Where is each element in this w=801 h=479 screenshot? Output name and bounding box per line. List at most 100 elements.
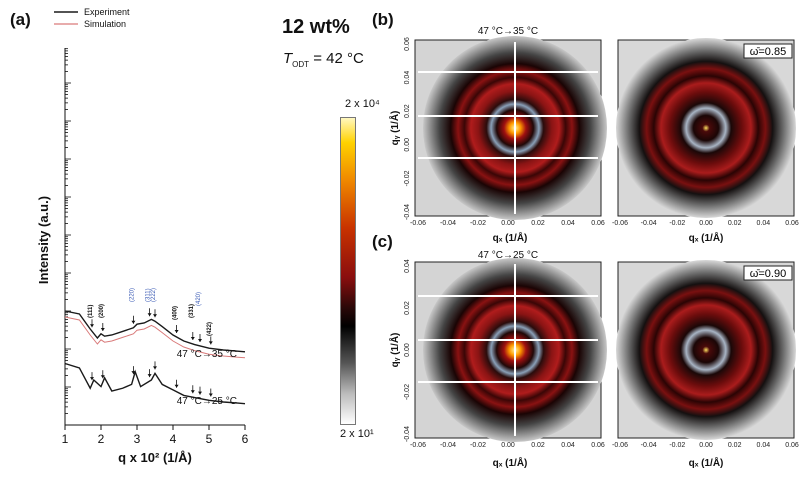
heatmap-x-tick: 0.02	[728, 442, 742, 449]
peak-label: (311)	[146, 288, 152, 302]
heatmap-x-tick: 0.02	[531, 442, 545, 449]
c-condition: 47 °C→25 °C	[478, 250, 538, 261]
heatmap-x-tick: 0.00	[501, 442, 515, 449]
b-sim-label: ω̄=0.85	[750, 46, 786, 58]
panel-c-tag: (c)	[372, 232, 393, 251]
heatmap-x-tick: 0.06	[591, 220, 605, 227]
peak-arrowhead	[190, 390, 195, 394]
heatmap-y-tick: 0.02	[404, 104, 411, 118]
b-condition: 47 °C→35 °C	[478, 26, 538, 37]
heatmap-x-tick: 0.06	[785, 442, 799, 449]
heatmap-x-tick: 0.02	[531, 220, 545, 227]
c-exp-cutlines	[418, 264, 598, 436]
peak-label: (222)	[151, 288, 157, 302]
c-sim-label: ω̄=0.90	[750, 268, 786, 280]
peak-label: (400)	[173, 306, 179, 320]
tcot-value: = 42 °C	[313, 50, 364, 67]
heatmap-y-tick: 0.04	[404, 71, 411, 85]
heatmap-x-tick: 0.06	[591, 442, 605, 449]
heatmap-x-tick: 0.04	[561, 220, 575, 227]
heatmap-y-tick: -0.04	[404, 426, 411, 442]
peak-arrowhead	[198, 338, 202, 342]
legend-simulation-label: Simulation	[84, 19, 126, 29]
peak-arrowhead	[198, 391, 202, 395]
b-exp-cutlines	[418, 42, 598, 214]
heatmap-x-tick: 0.04	[757, 220, 771, 227]
experiment-curve	[64, 310, 246, 353]
x-axis-label: q x 10² (1/Å)	[118, 450, 192, 465]
heatmap-x-tick: -0.06	[612, 442, 628, 449]
peak-arrowhead	[147, 374, 152, 378]
heatmap-x-tick: -0.04	[641, 220, 657, 227]
c-sim-xlabel: qₓ (1/Å)	[689, 456, 724, 469]
peak-arrowhead	[174, 384, 179, 388]
c-sim-label-box	[743, 265, 793, 281]
heatmap-y-tick: -0.04	[404, 204, 411, 220]
heatmap-x-tick: 0.04	[757, 442, 771, 449]
peak-label: (200)	[99, 304, 105, 318]
peak-label: (422)	[207, 322, 213, 336]
simulation-curve	[64, 316, 246, 359]
x-tick-label: 5	[206, 432, 213, 446]
peak-labels: (111) (200) (220) (311) (222) (400) (331)(420)…	[88, 288, 213, 336]
y-axis-label: Intensity (a.u.)	[36, 196, 51, 284]
tcot-subscript: ODT	[292, 60, 310, 69]
heatmap-y-tick: -0.02	[404, 170, 411, 186]
heatmap-x-tick: -0.04	[440, 442, 456, 449]
curve-top-condition: 47 °C→35 °C	[177, 349, 237, 360]
c-exp-xlabel: qₓ (1/Å)	[493, 456, 528, 469]
heatmap-x-tick: -0.02	[669, 220, 685, 227]
peak-label: (111)	[88, 305, 94, 318]
peak-arrowhead	[90, 377, 94, 381]
heatmap-y-tick: 0.06	[404, 37, 411, 51]
peak-arrowhead	[174, 330, 179, 333]
heatmap-x-tick: -0.06	[410, 442, 426, 449]
panel-b-tag: (b)	[372, 10, 394, 29]
curves	[64, 308, 246, 405]
concentration-title: 12 wt%	[282, 16, 350, 38]
b-sim-xlabel: qₓ (1/Å)	[689, 231, 724, 244]
experiment-curve	[64, 362, 246, 405]
heatmap-x-tick: 0.00	[699, 442, 713, 449]
peak-arrowhead	[153, 366, 157, 370]
heatmap-x-tick: 0.00	[699, 220, 713, 227]
tcot-symbol: T	[283, 50, 293, 67]
heatmap-x-tick: -0.04	[440, 220, 456, 227]
heatmap-y-tick: -0.02	[404, 384, 411, 400]
peak-arrowhead	[147, 313, 152, 317]
heatmap-y-tick: 0.00	[404, 343, 411, 357]
peak-arrowhead	[208, 393, 213, 397]
heatmap-tick-labels: -0.06 -0.04 -0.02 0.00 0.02 0.04 0.060.060.040…	[404, 37, 799, 449]
x-tick-label: 3	[134, 432, 141, 446]
heatmap-y-tick: 0.04	[404, 259, 411, 273]
heatmap-x-tick: 0.04	[561, 442, 575, 449]
peak-arrowhead	[100, 375, 105, 379]
peak-arrowhead	[131, 320, 136, 324]
heatmap-y-tick: 0.02	[404, 301, 411, 315]
peak-arrowhead	[208, 341, 213, 345]
colorbar-min-label: 2 x 10¹	[340, 428, 374, 440]
heatmap-x-tick: -0.02	[470, 442, 486, 449]
heatmap-x-tick: 0.00	[501, 220, 515, 227]
x-ticks: 1 2 3 4 5 6	[62, 425, 249, 446]
peak-arrowhead	[100, 328, 105, 331]
b-ylabel: qᵧ (1/Å)	[388, 111, 401, 146]
x-tick-label: 2	[98, 432, 105, 446]
legend-experiment-label: Experiment	[84, 7, 130, 17]
peak-label: (331)	[189, 304, 195, 318]
peak-arrowhead	[131, 371, 136, 375]
heatmap-x-tick: 0.02	[728, 220, 742, 227]
peak-arrowhead	[90, 324, 94, 328]
curve-bottom-condition: 47 °C→25 °C	[177, 396, 237, 407]
peak-arrowhead	[190, 337, 195, 340]
heatmap-x-tick: -0.06	[612, 220, 628, 227]
peak-label: (220)	[129, 288, 135, 302]
heatmap-x-tick: -0.04	[641, 442, 657, 449]
peak-arrowhead	[153, 314, 157, 318]
c-sim-pattern	[616, 260, 796, 440]
heatmap-y-tick: 0.00	[404, 138, 411, 152]
colorbar-max-label: 2 x 10⁴	[345, 98, 380, 110]
x-tick-label: 1	[62, 432, 69, 446]
